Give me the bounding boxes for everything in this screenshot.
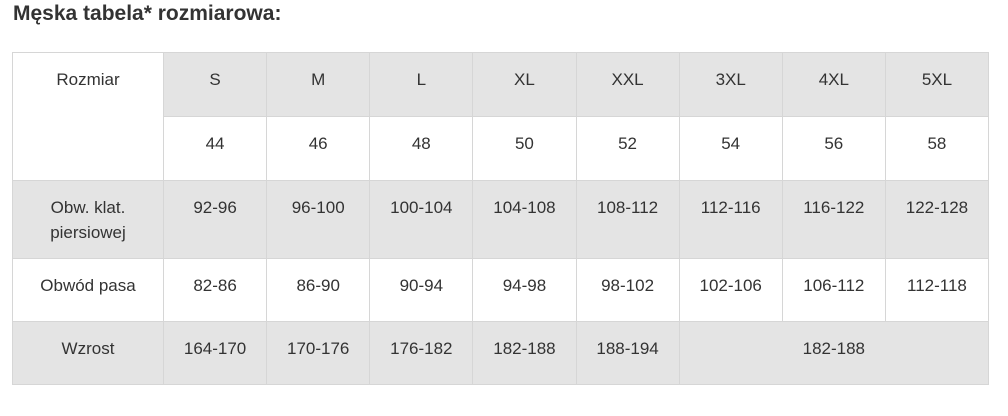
row-label: Obwód pasa	[12, 258, 164, 322]
value-cell: 98-102	[575, 258, 680, 322]
value-cell: 96-100	[266, 180, 371, 259]
row-label: Obw. klat. piersiowej	[12, 180, 164, 259]
value-cell: 102-106	[678, 258, 783, 322]
eu-size-cell: 58	[884, 116, 990, 181]
value-cell: 104-108	[472, 180, 577, 259]
value-cell: 112-118	[884, 258, 990, 322]
size-cell: M	[266, 52, 371, 117]
size-cell: 3XL	[678, 52, 783, 117]
value-cell: 94-98	[472, 258, 577, 322]
table-row-chest: Obw. klat. piersiowej 92-96 96-100 100-1…	[12, 180, 990, 259]
size-cell: XXL	[575, 52, 680, 117]
value-cell: 100-104	[369, 180, 474, 259]
merged-value-cell: 182-188	[678, 321, 990, 385]
value-cell: 82-86	[162, 258, 268, 322]
header-label-cell: Rozmiar	[12, 52, 164, 181]
value-cell: 164-170	[162, 321, 268, 385]
size-chart-table: Rozmiar S M L XL XXL 3XL 4XL 5XL 44 46 4…	[12, 52, 990, 385]
size-cell: 4XL	[781, 52, 886, 117]
value-cell: 176-182	[369, 321, 474, 385]
eu-size-cell: 50	[472, 116, 577, 181]
table-row-waist: Obwód pasa 82-86 86-90 90-94 94-98 98-10…	[12, 258, 990, 322]
eu-size-cell: 46	[266, 116, 371, 181]
value-cell: 90-94	[369, 258, 474, 322]
table-row-eu-sizes: 44 46 48 50 52 54 56 58	[13, 116, 990, 181]
value-cell: 170-176	[266, 321, 371, 385]
eu-size-cell: 52	[575, 116, 680, 181]
value-cell: 116-122	[781, 180, 886, 259]
value-cell: 122-128	[884, 180, 990, 259]
size-cell: 5XL	[884, 52, 990, 117]
eu-size-cell: 54	[678, 116, 783, 181]
page-title: Męska tabela* rozmiarowa:	[13, 2, 282, 25]
value-cell: 86-90	[266, 258, 371, 322]
eu-size-cell: 44	[162, 116, 268, 181]
value-cell: 106-112	[781, 258, 886, 322]
table-row-sizes: Rozmiar S M L XL XXL 3XL 4XL 5XL	[12, 52, 990, 181]
value-cell: 108-112	[575, 180, 680, 259]
value-cell: 188-194	[575, 321, 680, 385]
size-cell: S	[162, 52, 268, 117]
value-cell: 112-116	[678, 180, 783, 259]
table-row-height: Wzrost 164-170 170-176 176-182 182-188 1…	[12, 321, 990, 385]
size-cell: XL	[472, 52, 577, 117]
size-cell: L	[369, 52, 474, 117]
row-label: Wzrost	[12, 321, 164, 385]
value-cell: 92-96	[162, 180, 268, 259]
eu-size-cell: 56	[781, 116, 886, 181]
value-cell: 182-188	[472, 321, 577, 385]
eu-size-cell: 48	[369, 116, 474, 181]
